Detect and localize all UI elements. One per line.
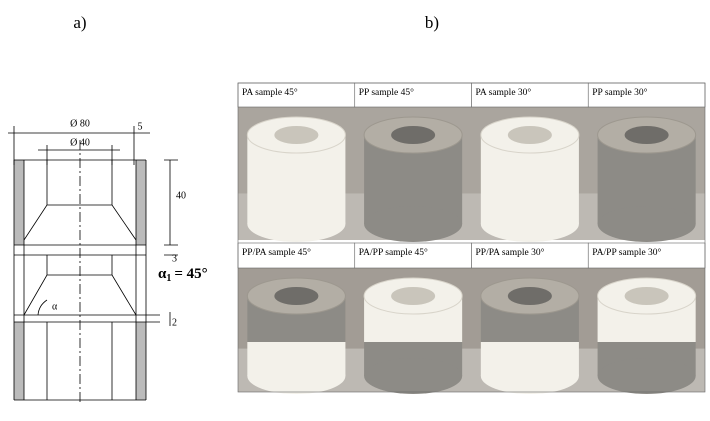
wall-section [14,160,24,245]
dimension-label: 2 [172,317,177,328]
figure: a) b) Ø 80 Ø 40 5 40 3 2 α α1= 45° PA sa… [0,0,710,421]
sample-label: PP/PA sample 45° [242,247,311,258]
angle-arc [38,300,47,315]
wall-section [14,322,24,400]
sample-label: PP sample 30° [592,87,647,98]
dimension-label: 5 [138,121,143,132]
angle-subscript: 1 [166,273,171,284]
photo-panel: PA sample 45° PP sample 45° PA sample 30° P… [238,83,705,394]
panel-label: b) [425,13,439,32]
sample-label: PA/PP sample 30° [592,247,661,258]
dimension-label: Ø 80 [70,118,90,129]
sample-label: PA/PP sample 45° [359,247,428,258]
angle-label: α [52,301,58,312]
specimen-base [481,358,579,394]
specimen-hole [391,126,435,144]
panel-label: a) [73,13,86,32]
specimen-hole [391,287,435,305]
specimen-base [598,358,696,394]
sample-label: PP sample 45° [359,87,414,98]
wall-section [136,160,146,245]
specimen-hole [625,126,669,144]
specimen-hole [274,126,318,144]
specimen-base [364,358,462,394]
specimen-base [481,206,579,242]
angle-note: α1= 45° [158,266,208,284]
specimen-base [598,206,696,242]
specimen-hole [508,126,552,144]
dimension-label: 3 [172,253,177,264]
sample-label: PP/PA sample 30° [476,247,545,258]
specimen-base [247,206,345,242]
angle-text: = 45° [174,266,207,282]
wall-section [136,322,146,400]
sample-label: PA sample 45° [242,87,298,98]
dimension-label: Ø 40 [70,137,90,148]
dimension-label: 40 [176,190,186,201]
specimen-hole [508,287,552,305]
specimen-base [364,206,462,242]
specimen-hole [625,287,669,305]
specimen-hole [274,287,318,305]
specimen-base [247,358,345,394]
technical-drawing: Ø 80 Ø 40 5 40 3 2 α α1= 45° [8,118,208,405]
sample-label: PA sample 30° [476,87,532,98]
